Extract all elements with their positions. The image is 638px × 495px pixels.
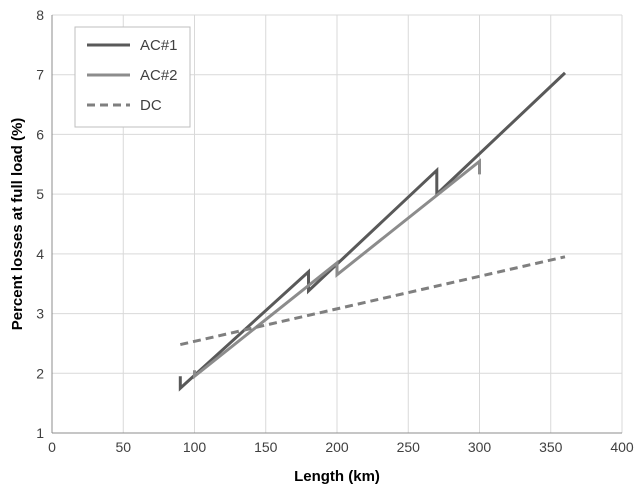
legend: AC#1 AC#2 DC xyxy=(74,26,191,128)
series-lines xyxy=(178,71,567,392)
y-tick-label: 4 xyxy=(36,246,44,262)
x-tick-label: 400 xyxy=(610,439,634,455)
x-tick-label: 350 xyxy=(539,439,563,455)
y-tick-label: 7 xyxy=(36,67,44,83)
series-line-ac-2 xyxy=(193,158,481,380)
legend-label-ac-2: AC#2 xyxy=(140,67,178,84)
x-tick-labels: 0 50 100 150 200 250 300 350 400 xyxy=(48,439,634,455)
x-tick-label: 100 xyxy=(183,439,207,455)
y-tick-label: 2 xyxy=(36,365,44,381)
axes xyxy=(51,15,622,434)
x-tick-label: 200 xyxy=(325,439,349,455)
legend-label-ac-1: AC#1 xyxy=(140,37,178,54)
y-tick-label: 3 xyxy=(36,306,44,322)
x-tick-label: 50 xyxy=(115,439,131,455)
x-tick-label: 150 xyxy=(254,439,278,455)
x-tick-label: 300 xyxy=(468,439,492,455)
series-line-dc xyxy=(179,255,566,347)
x-axis-title: Length (km) xyxy=(294,468,380,485)
y-tick-label: 1 xyxy=(36,425,44,441)
y-axis-title: Percent losses at full load (%) xyxy=(9,118,26,331)
y-tick-label: 8 xyxy=(36,7,44,23)
legend-label-dc: DC xyxy=(140,97,162,114)
x-tick-label: 250 xyxy=(397,439,421,455)
y-tick-label: 6 xyxy=(36,126,44,142)
x-tick-label: 0 xyxy=(48,439,56,455)
y-tick-label: 5 xyxy=(36,186,44,202)
y-tick-labels: 1 2 3 4 5 6 7 8 xyxy=(36,7,44,441)
